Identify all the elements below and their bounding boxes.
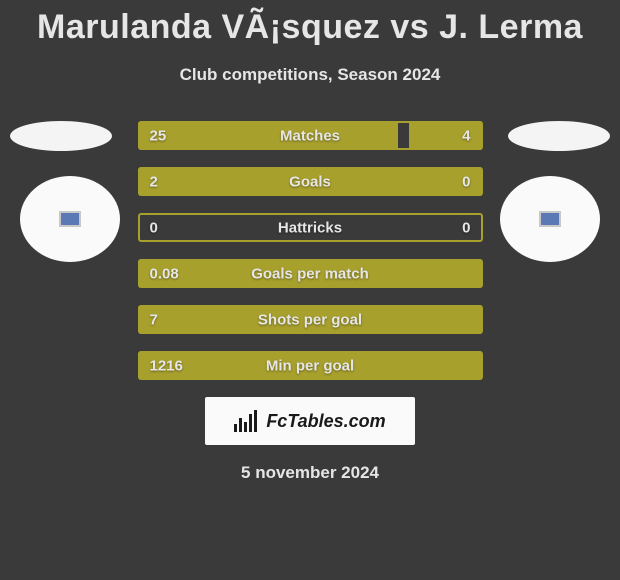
stat-label: Hattricks (138, 219, 483, 236)
stat-right-value: 0 (462, 173, 470, 190)
club-badge-icon (59, 211, 81, 227)
club-badge-icon (539, 211, 561, 227)
branding-text: FcTables.com (266, 411, 385, 432)
stat-row: 0Hattricks0 (138, 213, 483, 242)
stat-row: 2Goals0 (138, 167, 483, 196)
stat-row: 0.08Goals per match (138, 259, 483, 288)
stat-label: Shots per goal (138, 311, 483, 328)
player2-flag (508, 121, 610, 151)
player2-club-logo (500, 176, 600, 262)
page-title: Marulanda VÃ¡squez vs J. Lerma (0, 0, 620, 47)
branding-badge: FcTables.com (205, 397, 415, 445)
player1-flag (10, 121, 112, 151)
footer-date: 5 november 2024 (10, 463, 610, 483)
stat-label: Goals per match (138, 265, 483, 282)
page-subtitle: Club competitions, Season 2024 (0, 65, 620, 85)
stat-bars: 25Matches42Goals00Hattricks00.08Goals pe… (138, 121, 483, 380)
stat-label: Matches (138, 127, 483, 144)
comparison-panel: 25Matches42Goals00Hattricks00.08Goals pe… (0, 121, 620, 483)
stat-right-value: 4 (462, 127, 470, 144)
stat-row: 7Shots per goal (138, 305, 483, 334)
player1-club-logo (20, 176, 120, 262)
stat-row: 25Matches4 (138, 121, 483, 150)
stat-row: 1216Min per goal (138, 351, 483, 380)
stat-label: Goals (138, 173, 483, 190)
bar-chart-icon (234, 410, 260, 432)
stat-right-value: 0 (462, 219, 470, 236)
stat-label: Min per goal (138, 357, 483, 374)
